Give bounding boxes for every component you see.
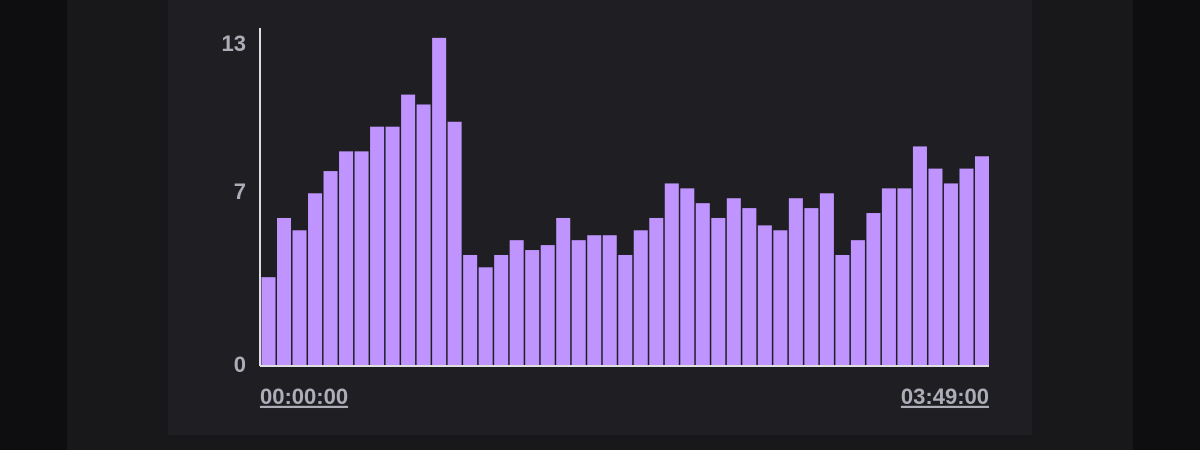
bar bbox=[726, 198, 741, 366]
bar bbox=[370, 126, 385, 367]
bar bbox=[649, 217, 664, 366]
bar bbox=[602, 235, 617, 366]
y-tick-label: 7 bbox=[234, 179, 246, 204]
bar bbox=[943, 183, 958, 366]
y-tick-label: 0 bbox=[234, 352, 246, 377]
bar bbox=[525, 250, 540, 366]
bar bbox=[571, 240, 586, 366]
bar bbox=[277, 217, 292, 366]
bar bbox=[881, 188, 896, 366]
bar bbox=[928, 168, 943, 366]
bar bbox=[680, 188, 695, 366]
bar bbox=[416, 104, 431, 366]
bar bbox=[695, 203, 710, 366]
x-tick-label: 03:49:00 bbox=[901, 384, 989, 409]
bar bbox=[757, 225, 772, 366]
bar bbox=[385, 126, 400, 367]
bar bbox=[773, 230, 788, 366]
bar bbox=[664, 183, 679, 366]
bar bbox=[587, 235, 602, 366]
bar bbox=[339, 151, 354, 366]
bar bbox=[804, 208, 819, 366]
bar bbox=[897, 188, 912, 366]
bar bbox=[788, 198, 803, 366]
bar bbox=[618, 254, 633, 366]
bar bbox=[292, 230, 307, 366]
bar bbox=[633, 230, 648, 366]
bar bbox=[494, 254, 509, 366]
bar bbox=[540, 245, 555, 366]
bar bbox=[323, 171, 338, 366]
bar bbox=[478, 267, 493, 366]
bar bbox=[866, 213, 881, 366]
bar bbox=[354, 151, 369, 366]
bar bbox=[742, 208, 757, 366]
bar bbox=[850, 240, 865, 366]
bar bbox=[463, 254, 478, 366]
bar bbox=[509, 240, 524, 366]
x-tick-label: 00:00:00 bbox=[260, 384, 348, 409]
bar bbox=[432, 37, 447, 366]
bar bbox=[308, 193, 323, 366]
bar bbox=[261, 277, 276, 366]
bar bbox=[912, 146, 927, 366]
bar bbox=[959, 168, 974, 366]
y-tick-label: 13 bbox=[222, 31, 246, 56]
bar bbox=[447, 121, 462, 366]
bar bbox=[819, 193, 834, 366]
bar bbox=[835, 254, 850, 366]
bar bbox=[974, 156, 989, 366]
bar bbox=[401, 94, 416, 367]
bar bbox=[711, 217, 726, 366]
bar bbox=[556, 217, 571, 366]
